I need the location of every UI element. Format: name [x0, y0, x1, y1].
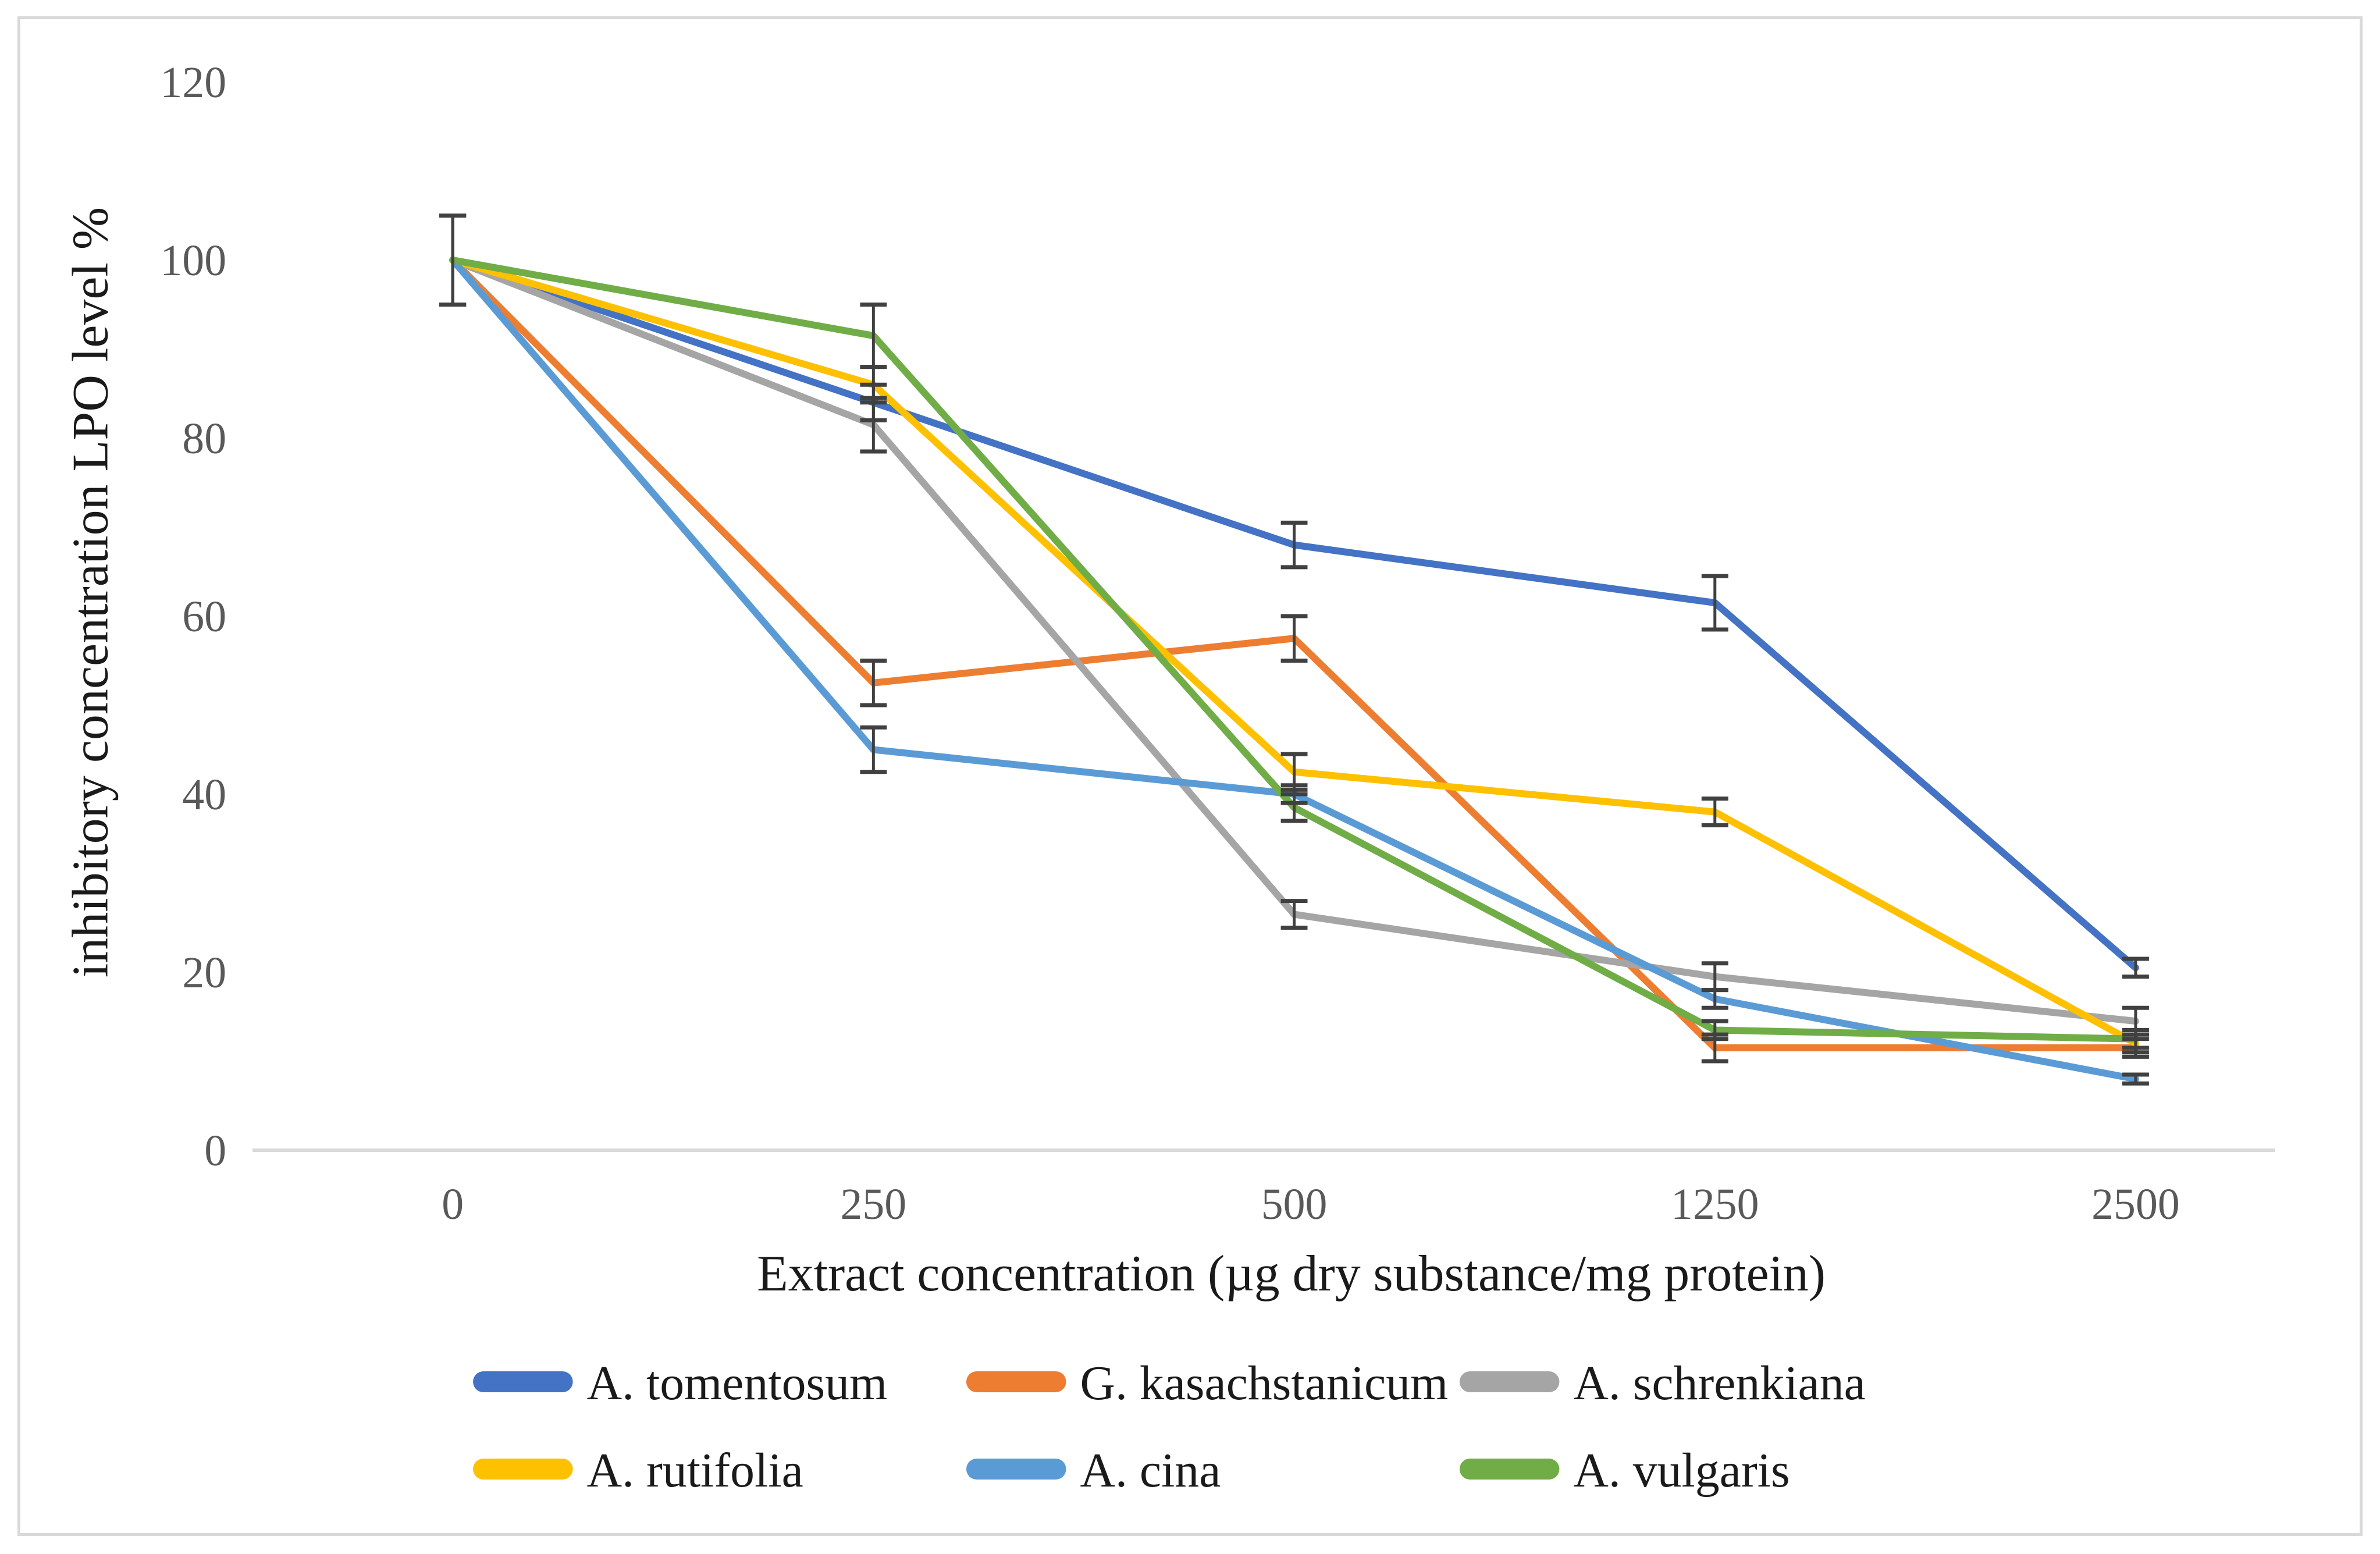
- y-tick-label: 80: [182, 414, 226, 463]
- error-bar: [439, 214, 467, 307]
- series-line-a-cina: [449, 257, 2139, 1083]
- legend-label: A. tomentosum: [587, 1356, 888, 1410]
- legend-item-a-rutifolia: A. rutifolia: [473, 1443, 803, 1498]
- error-bar: [2122, 1027, 2149, 1050]
- series-lines: [449, 257, 2139, 1083]
- error-bar: [860, 659, 887, 707]
- legend-item-a-vulgaris: A. vulgaris: [1459, 1443, 1790, 1498]
- x-tick-label: 2500: [2091, 1180, 2180, 1229]
- lpo-line-chart: 0 20 40 60 80 100 120 0 250 500 1250 2500 Extract c…: [63, 58, 2275, 1498]
- y-tick-label: 100: [160, 236, 226, 285]
- y-tick-label: 60: [182, 592, 226, 641]
- series-line-a-tomentosum: [449, 257, 2139, 972]
- error-bars: [439, 214, 2149, 1086]
- legend-swatch: [473, 1371, 573, 1392]
- chart-frame: 0 20 40 60 80 100 120 0 250 500 1250 2500 Extract c…: [17, 16, 2363, 1536]
- error-bar: [1280, 614, 1308, 663]
- y-tick-label: 0: [204, 1126, 226, 1175]
- error-bar: [860, 303, 887, 369]
- y-tick-label: 40: [182, 770, 226, 819]
- x-tick-label: 500: [1261, 1180, 1328, 1229]
- x-tick-label: 0: [442, 1180, 464, 1229]
- x-tick-label: 250: [841, 1180, 907, 1229]
- legend-swatch: [966, 1371, 1066, 1392]
- legend-swatch: [473, 1459, 573, 1480]
- tick-labels: 0 20 40 60 80 100 120 0 250 500 1250 2500: [160, 58, 2179, 1229]
- legend-label: A. rutifolia: [587, 1443, 803, 1498]
- legend-swatch: [1459, 1371, 1560, 1392]
- legend-label: A. vulgaris: [1573, 1443, 1790, 1498]
- error-bar: [860, 725, 887, 774]
- legend-label: G. kasachstanicum: [1080, 1356, 1448, 1410]
- error-bar: [1701, 988, 1728, 1010]
- legend-item-a-schrenkiana: A. schrenkiana: [1459, 1356, 1866, 1410]
- x-axis-title: Extract concentration (µg dry substance/…: [757, 1246, 1826, 1302]
- error-bar: [2122, 956, 2149, 979]
- legend-swatch: [966, 1459, 1066, 1480]
- error-bar: [1280, 792, 1308, 823]
- error-bar: [1701, 1019, 1728, 1041]
- y-axis-title: inhibitory concentration LPO level %: [63, 207, 119, 977]
- error-bar: [1280, 520, 1308, 570]
- error-bar: [1280, 899, 1308, 930]
- y-tick-label: 120: [160, 58, 226, 107]
- legend-item-a-cina: A. cina: [966, 1443, 1221, 1498]
- y-tick-label: 20: [182, 948, 226, 997]
- error-bar: [1701, 574, 1728, 632]
- legend-label: A. cina: [1080, 1443, 1221, 1498]
- legend-swatch: [1459, 1459, 1560, 1480]
- legend-label: A. schrenkiana: [1573, 1356, 1865, 1410]
- error-bar: [2122, 1072, 2149, 1086]
- x-tick-label: 1250: [1671, 1180, 1759, 1229]
- legend: A. tomentosum G. kasachstanicum A. schrenk…: [473, 1356, 1866, 1498]
- legend-item-g-kasachstanicum: G. kasachstanicum: [966, 1356, 1448, 1410]
- error-bar: [1701, 796, 1728, 828]
- legend-item-a-tomentosum: A. tomentosum: [473, 1356, 887, 1410]
